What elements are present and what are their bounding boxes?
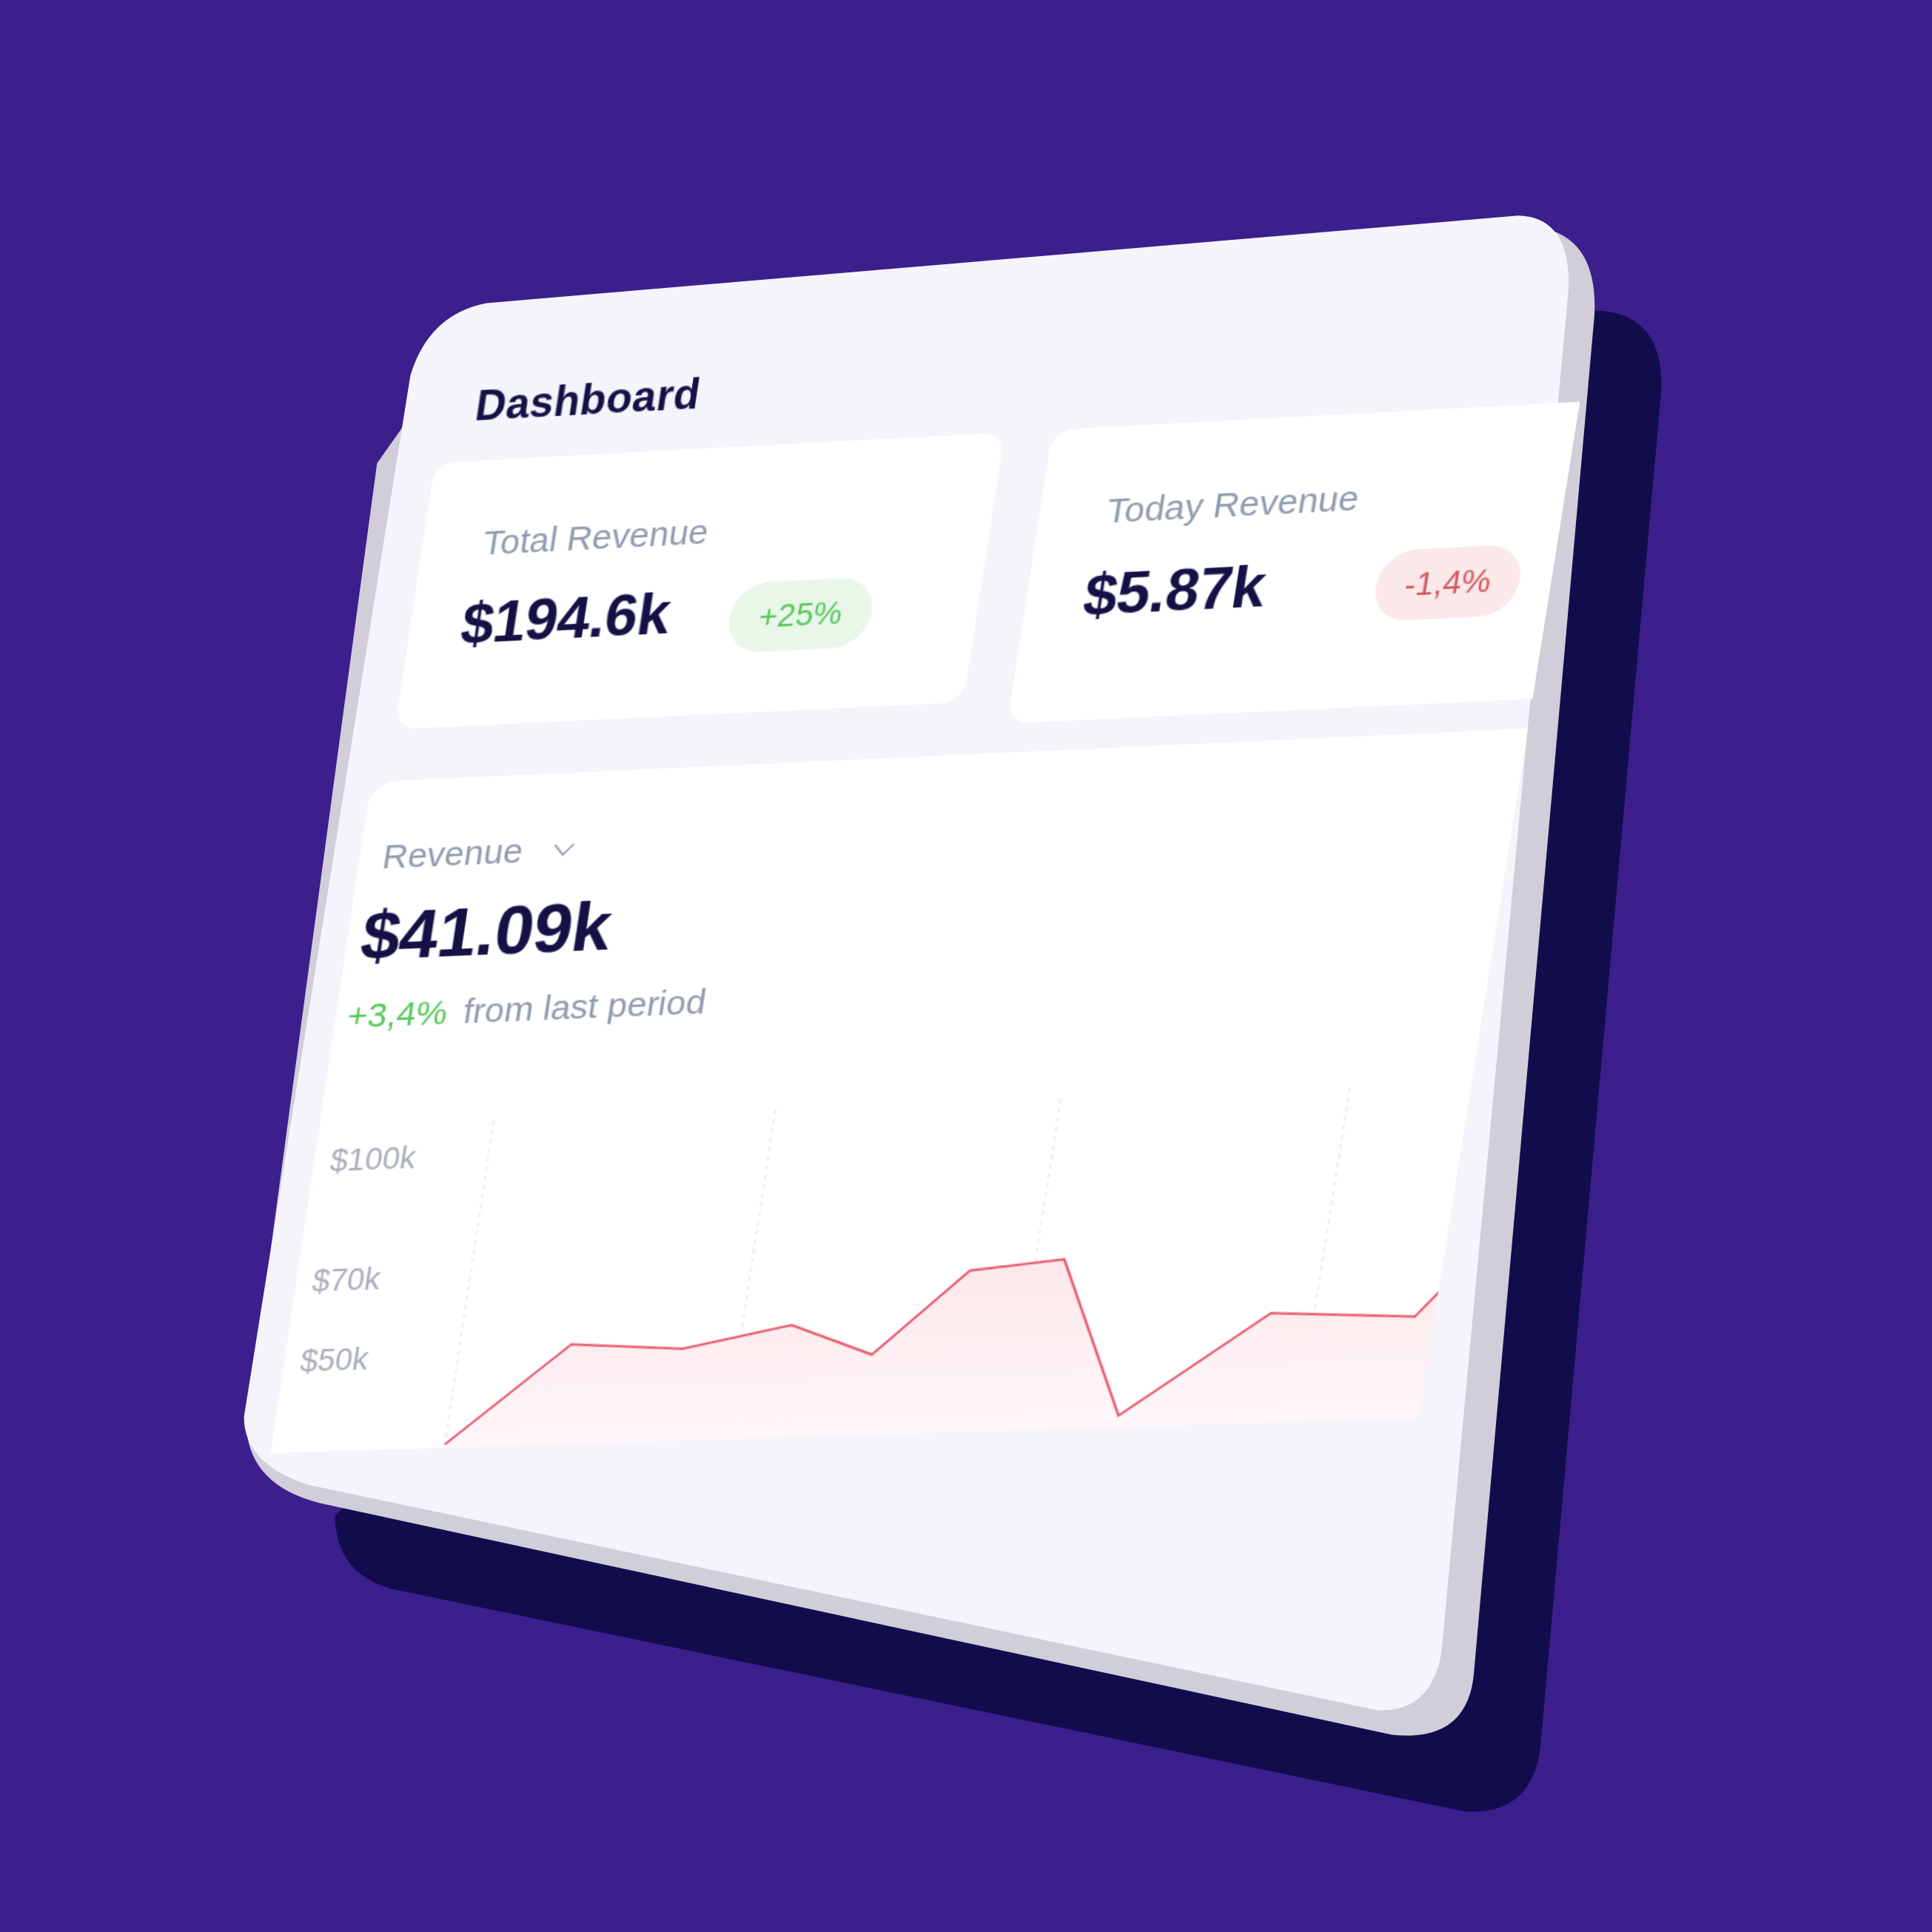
dashboard-panel: Dashboard Total Revenue $194.6k +25% Tod… [236,235,1606,1455]
panel-content: Dashboard Total Revenue $194.6k +25% Tod… [236,235,1606,1455]
total-revenue-card[interactable]: Total Revenue $194.6k +25% [395,432,1005,729]
revenue-chart: $100k $70k $50k [258,726,1577,1454]
y-tick-label: $50k [298,1342,372,1379]
today-revenue-label: Today Revenue [1104,479,1362,532]
today-revenue-change-badge: -1,4% [1370,544,1526,623]
y-tick-label: $70k [310,1261,383,1298]
total-revenue-value: $194.6k [457,580,675,657]
y-tick-label: $100k [328,1141,419,1179]
total-revenue-change-badge: +25% [724,577,877,654]
page-title: Dashboard [472,369,704,431]
today-revenue-value: $5.87k [1079,552,1271,629]
total-revenue-label: Total Revenue [480,513,711,564]
revenue-chart-card: Revenue $41.09k +3,4% from last period $… [258,726,1577,1454]
today-revenue-card[interactable]: Today Revenue $5.87k -1,4% [1007,400,1606,724]
grid-line [432,1121,494,1455]
